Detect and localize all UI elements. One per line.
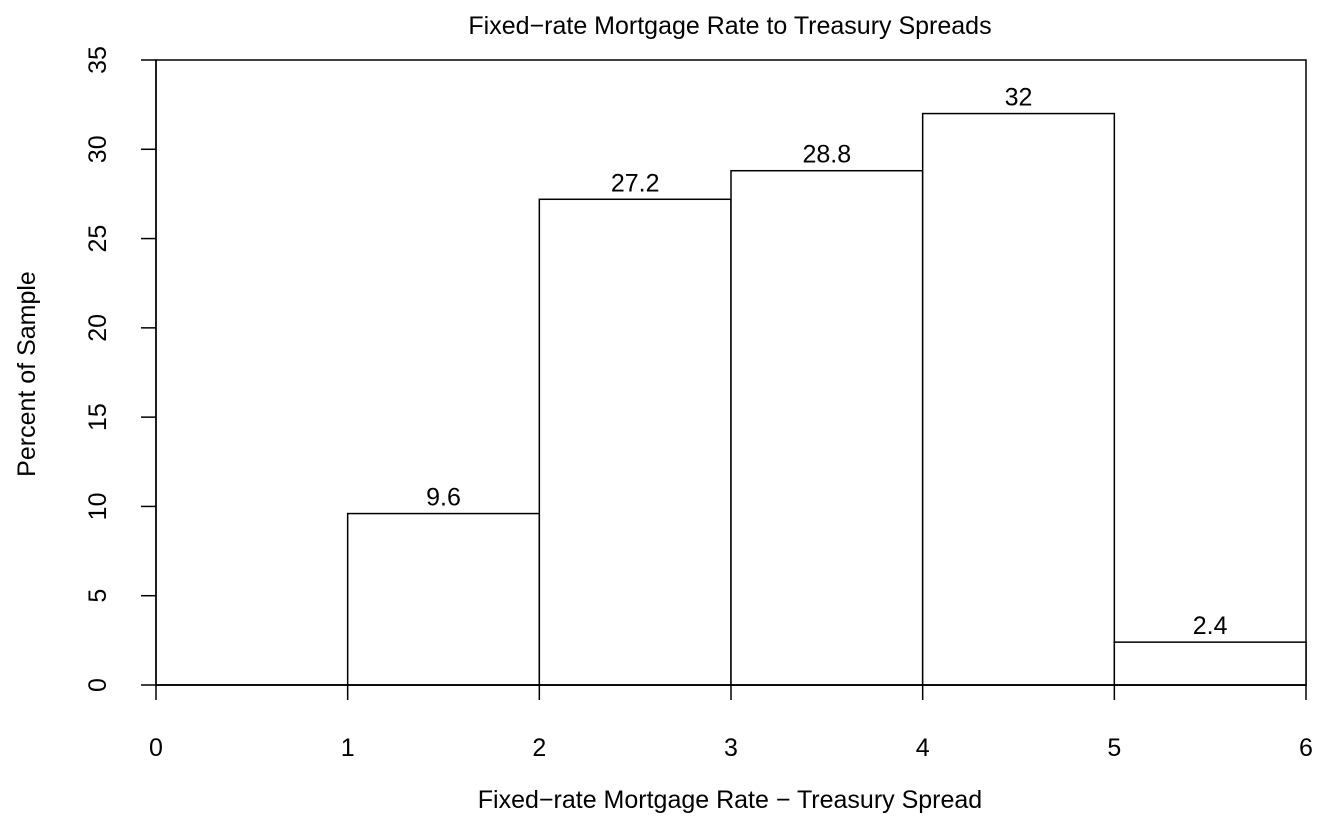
bar-value-label-2: 27.2	[611, 169, 660, 197]
histogram-bar-2	[538, 198, 732, 686]
y-tick-label-3: 15	[84, 403, 112, 431]
x-axis: 0 1 2 3 4 5 6	[149, 684, 1313, 762]
y-tick-label-6: 30	[84, 135, 112, 163]
y-tick-label-1: 5	[84, 589, 112, 603]
x-tick-label-1: 1	[341, 734, 355, 762]
bar-value-label-4: 32	[1005, 84, 1033, 112]
x-tick-label-0: 0	[149, 734, 163, 762]
histogram-bar-4	[921, 112, 1116, 686]
y-tick-label-2: 10	[84, 493, 112, 521]
y-tick-label-5: 25	[84, 225, 112, 253]
bar-value-label-1: 9.6	[426, 484, 461, 512]
x-tick-label-5: 5	[1107, 734, 1121, 762]
histogram-bar-1	[346, 512, 541, 686]
y-axis: 0 5 10 15 20 25 30 35	[84, 46, 157, 692]
x-tick-label-4: 4	[916, 734, 930, 762]
x-tick-label-6: 6	[1299, 734, 1313, 762]
histogram-bar-5	[1113, 641, 1307, 686]
y-tick-label-4: 20	[84, 314, 112, 342]
bar-value-label-5: 2.4	[1193, 612, 1228, 640]
y-tick-label-0: 0	[84, 678, 112, 692]
chart-title: Fixed−rate Mortgage Rate to Treasury Spr…	[468, 12, 991, 40]
x-tick-label-3: 3	[724, 734, 738, 762]
y-axis-label: Percent of Sample	[13, 271, 41, 477]
x-tick-label-2: 2	[532, 734, 546, 762]
bar-value-label-3: 28.8	[802, 141, 851, 169]
x-axis-label: Fixed−rate Mortgage Rate − Treasury Spre…	[478, 786, 982, 814]
histogram-bar-3	[730, 169, 924, 686]
bars-group: 9.6 27.2 28.8 32 2.4	[156, 84, 1307, 686]
y-tick-label-7: 35	[84, 46, 112, 74]
